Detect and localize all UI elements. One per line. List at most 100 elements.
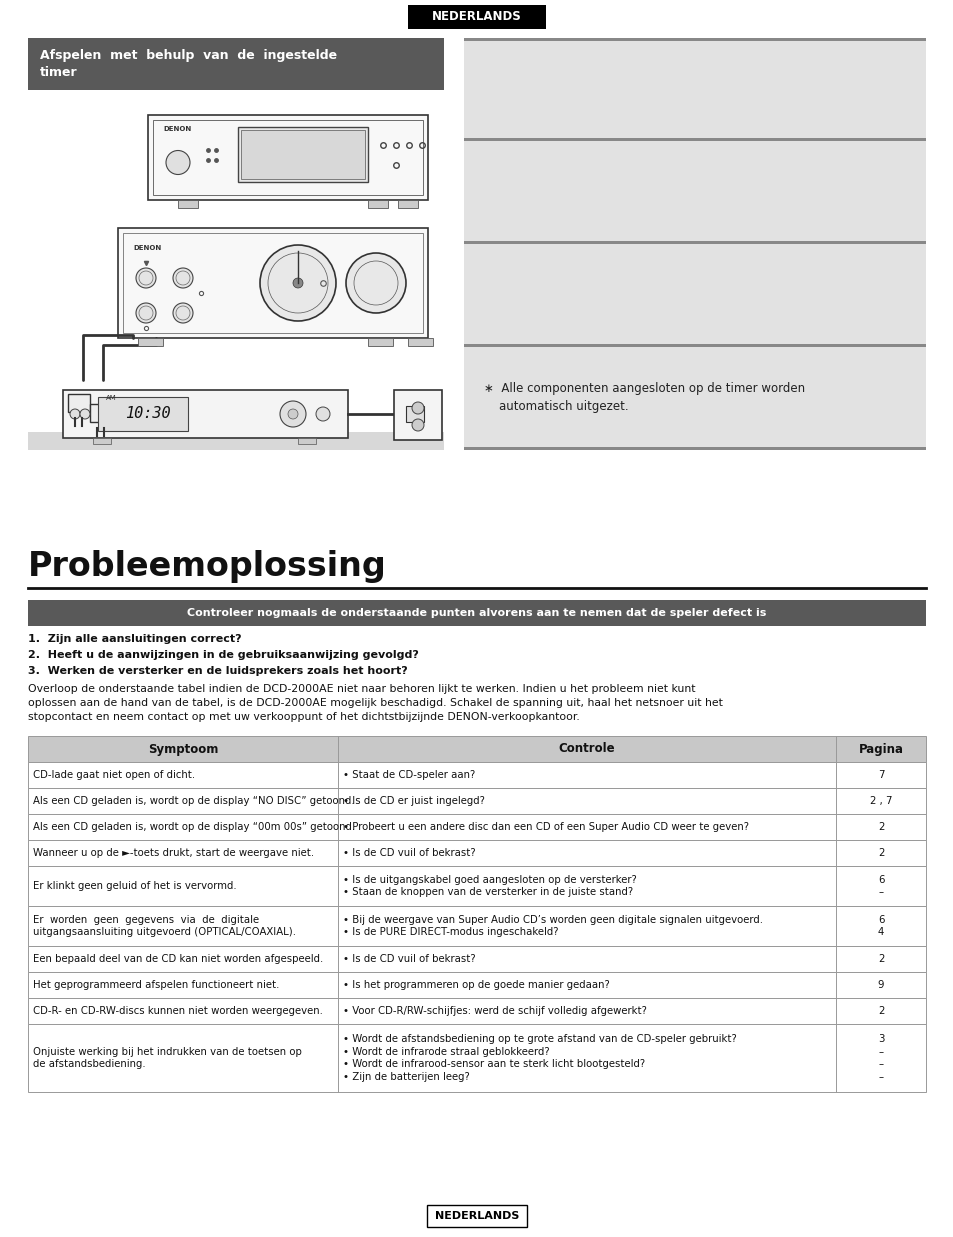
Text: • Bij de weergave van Super Audio CD’s worden geen digitale signalen uitgevoerd.: • Bij de weergave van Super Audio CD’s w… bbox=[342, 914, 762, 938]
Bar bbox=[92, 438, 111, 444]
Bar bbox=[90, 404, 112, 422]
Bar bbox=[68, 395, 90, 412]
Circle shape bbox=[70, 409, 80, 419]
Text: DENON: DENON bbox=[132, 245, 161, 251]
Text: • Is de CD er juist ingelegd?: • Is de CD er juist ingelegd? bbox=[342, 795, 484, 807]
Bar bbox=[397, 200, 417, 208]
Circle shape bbox=[80, 409, 90, 419]
Bar bbox=[241, 130, 365, 179]
Bar bbox=[28, 905, 925, 946]
Bar bbox=[463, 244, 925, 344]
Text: • Is het programmeren op de goede manier gedaan?: • Is het programmeren op de goede manier… bbox=[342, 980, 609, 990]
Bar bbox=[28, 788, 925, 814]
Bar bbox=[178, 200, 198, 208]
Bar bbox=[394, 390, 441, 440]
Text: Controle: Controle bbox=[558, 742, 615, 756]
Bar bbox=[28, 972, 925, 998]
Circle shape bbox=[136, 268, 156, 288]
Text: Afspelen  met  behulp  van  de  ingestelde
timer: Afspelen met behulp van de ingestelde ti… bbox=[40, 49, 336, 79]
Text: Probleemoplossing: Probleemoplossing bbox=[28, 550, 386, 583]
Bar bbox=[28, 38, 443, 90]
Bar bbox=[118, 228, 428, 338]
Text: Pagina: Pagina bbox=[858, 742, 902, 756]
Circle shape bbox=[412, 402, 423, 414]
Text: Als een CD geladen is, wordt op de display “NO DISC” getoond.: Als een CD geladen is, wordt op de displ… bbox=[33, 795, 355, 807]
Bar bbox=[28, 998, 925, 1024]
Bar bbox=[463, 141, 925, 241]
Bar bbox=[408, 5, 545, 28]
Text: DENON: DENON bbox=[163, 126, 191, 132]
Text: • Is de CD vuil of bekrast?: • Is de CD vuil of bekrast? bbox=[342, 849, 475, 858]
Text: 10:30: 10:30 bbox=[125, 407, 171, 422]
Bar bbox=[148, 115, 428, 200]
Text: 2.  Heeft u de aanwijzingen in de gebruiksaanwijzing gevolgd?: 2. Heeft u de aanwijzingen in de gebruik… bbox=[28, 649, 418, 661]
Text: CD-lade gaat niet open of dicht.: CD-lade gaat niet open of dicht. bbox=[33, 769, 195, 781]
Text: 2: 2 bbox=[877, 823, 883, 833]
Bar bbox=[463, 38, 925, 139]
Text: • Probeert u een andere disc dan een CD of een Super Audio CD weer te geven?: • Probeert u een andere disc dan een CD … bbox=[342, 823, 748, 833]
Bar bbox=[28, 736, 925, 762]
Circle shape bbox=[346, 254, 406, 313]
Text: Overloop de onderstaande tabel indien de DCD-2000AE niet naar behoren lijkt te w: Overloop de onderstaande tabel indien de… bbox=[28, 684, 722, 722]
Text: 3.  Werken de versterker en de luidsprekers zoals het hoort?: 3. Werken de versterker en de luidspreke… bbox=[28, 666, 407, 675]
Bar bbox=[237, 127, 368, 182]
Bar bbox=[28, 90, 443, 450]
Text: Het geprogrammeerd afspelen functioneert niet.: Het geprogrammeerd afspelen functioneert… bbox=[33, 980, 279, 990]
Bar bbox=[463, 139, 925, 141]
Text: • Is de CD vuil of bekrast?: • Is de CD vuil of bekrast? bbox=[342, 954, 475, 964]
Text: • Staat de CD-speler aan?: • Staat de CD-speler aan? bbox=[342, 769, 475, 781]
Text: 2 , 7: 2 , 7 bbox=[869, 795, 891, 807]
Circle shape bbox=[136, 303, 156, 323]
Bar bbox=[138, 338, 163, 346]
Bar bbox=[408, 338, 433, 346]
Bar bbox=[368, 338, 393, 346]
Text: 2: 2 bbox=[877, 1006, 883, 1016]
Text: Controleer nogmaals de onderstaande punten alvorens aan te nemen dat de speler d: Controleer nogmaals de onderstaande punt… bbox=[187, 609, 766, 618]
Circle shape bbox=[166, 151, 190, 174]
Bar bbox=[98, 397, 188, 430]
Bar bbox=[28, 866, 925, 905]
Bar bbox=[368, 200, 388, 208]
Bar bbox=[123, 233, 422, 333]
Bar bbox=[463, 38, 925, 41]
Text: AM: AM bbox=[106, 395, 116, 401]
Text: NEDERLANDS: NEDERLANDS bbox=[435, 1211, 518, 1221]
Bar bbox=[28, 1024, 925, 1092]
Text: 2: 2 bbox=[877, 849, 883, 858]
Bar bbox=[463, 241, 925, 244]
Text: 9: 9 bbox=[877, 980, 883, 990]
Text: Als een CD geladen is, wordt op de display “00m 00s” getoond.: Als een CD geladen is, wordt op de displ… bbox=[33, 823, 355, 833]
Bar bbox=[28, 600, 925, 626]
Text: NEDERLANDS: NEDERLANDS bbox=[432, 10, 521, 24]
Text: 7: 7 bbox=[877, 769, 883, 781]
Circle shape bbox=[315, 407, 330, 421]
Bar bbox=[28, 946, 925, 972]
Text: Wanneer u op de ►-toets drukt, start de weergave niet.: Wanneer u op de ►-toets drukt, start de … bbox=[33, 849, 314, 858]
Circle shape bbox=[172, 303, 193, 323]
Bar bbox=[28, 840, 925, 866]
Circle shape bbox=[172, 268, 193, 288]
Circle shape bbox=[280, 401, 306, 427]
Text: 2: 2 bbox=[877, 954, 883, 964]
Circle shape bbox=[260, 245, 335, 320]
Text: 6
–: 6 – bbox=[877, 875, 883, 897]
Text: Er  worden  geen  gegevens  via  de  digitale
uitgangsaansluiting uitgevoerd (OP: Er worden geen gegevens via de digitale … bbox=[33, 914, 295, 938]
Circle shape bbox=[293, 278, 303, 288]
Bar bbox=[463, 447, 925, 450]
Text: ∗  Alle componenten aangesloten op de timer worden
    automatisch uitgezet.: ∗ Alle componenten aangesloten op de tim… bbox=[483, 382, 804, 413]
Text: Symptoom: Symptoom bbox=[148, 742, 218, 756]
Bar bbox=[463, 344, 925, 348]
Bar bbox=[152, 120, 422, 195]
Bar bbox=[63, 390, 348, 438]
Text: 1.  Zijn alle aansluitingen correct?: 1. Zijn alle aansluitingen correct? bbox=[28, 635, 241, 644]
Text: • Voor CD-R/RW-schijfjes: werd de schijf volledig afgewerkt?: • Voor CD-R/RW-schijfjes: werd de schijf… bbox=[342, 1006, 646, 1016]
Bar bbox=[28, 762, 925, 788]
Bar bbox=[28, 432, 443, 450]
Bar bbox=[427, 1205, 526, 1227]
Bar bbox=[28, 814, 925, 840]
Text: Onjuiste werking bij het indrukken van de toetsen op
de afstandsbediening.: Onjuiste werking bij het indrukken van d… bbox=[33, 1047, 301, 1070]
Bar bbox=[297, 438, 315, 444]
Text: Een bepaald deel van de CD kan niet worden afgespeeld.: Een bepaald deel van de CD kan niet word… bbox=[33, 954, 323, 964]
Text: 6
4: 6 4 bbox=[877, 914, 883, 938]
Text: 3
–
–
–: 3 – – – bbox=[877, 1034, 883, 1082]
